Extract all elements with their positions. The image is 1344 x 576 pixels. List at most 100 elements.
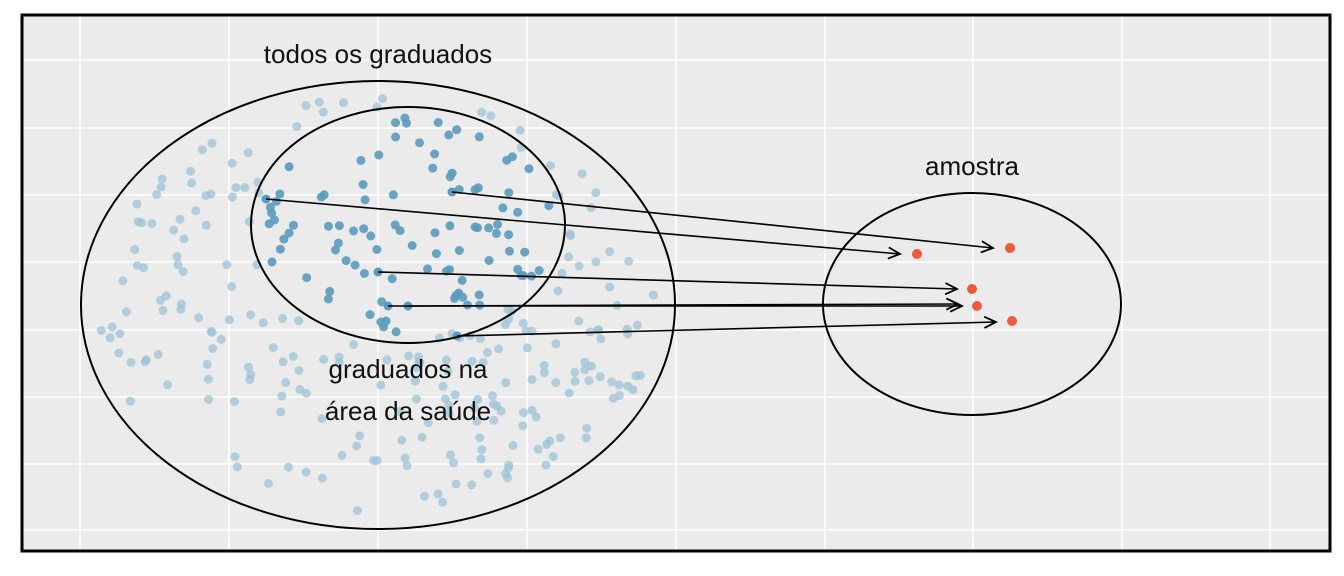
subgroup-label-line2: área da saúde: [325, 396, 491, 426]
population-point: [118, 276, 128, 286]
population-point: [295, 384, 305, 394]
subgroup-point: [359, 269, 369, 278]
subgroup-point: [498, 203, 508, 213]
population-point: [281, 378, 291, 387]
population-point: [207, 138, 217, 148]
subgroup-point: [265, 202, 275, 212]
population-point: [467, 480, 477, 490]
population-point: [317, 473, 327, 483]
population-point: [268, 343, 278, 352]
population-point: [483, 469, 493, 479]
population-point: [204, 395, 214, 404]
arrow-shaft: [377, 271, 958, 290]
population-point: [203, 374, 213, 384]
population-point: [518, 318, 528, 328]
subgroup-point: [331, 245, 340, 255]
subgroup-point: [323, 294, 333, 304]
population-point: [115, 329, 125, 339]
population-point: [411, 394, 421, 404]
subgroup-label-line1: graduados na: [328, 354, 488, 384]
population-point: [292, 122, 302, 132]
population-point: [334, 352, 344, 362]
population-point: [201, 220, 211, 230]
population-point: [476, 454, 486, 464]
population-point: [206, 327, 216, 336]
subgroup-point: [279, 234, 289, 244]
population-point: [591, 188, 601, 198]
population-point: [478, 358, 488, 368]
population-point: [294, 316, 304, 326]
sample-point: [1005, 243, 1015, 253]
population-point: [635, 370, 645, 380]
subgroup-point: [275, 189, 285, 199]
subgroup-point: [284, 162, 294, 172]
subgroup-point: [445, 221, 455, 231]
sample-point: [912, 249, 922, 259]
population-point: [133, 217, 143, 227]
subgroup-point: [387, 274, 397, 284]
population-point: [508, 440, 518, 450]
subgroup-point: [372, 245, 382, 254]
subgroup-point: [430, 228, 440, 238]
population-point: [488, 399, 498, 409]
subgroup-point: [458, 292, 468, 302]
population-point: [489, 415, 499, 425]
population-point: [444, 408, 454, 418]
subgroup-point: [349, 226, 358, 236]
population-point: [557, 268, 567, 278]
population-point: [178, 267, 188, 276]
subgroup-point: [390, 220, 400, 230]
population-point: [352, 441, 362, 451]
population-point: [96, 325, 106, 335]
population-point: [541, 460, 551, 470]
population-point: [587, 361, 596, 371]
subgroup-point: [324, 221, 333, 231]
population-point: [244, 362, 253, 372]
subgroup-point: [402, 118, 411, 128]
sampling-arrows: [265, 191, 999, 337]
population-point: [230, 397, 239, 406]
population-point: [441, 394, 450, 404]
population-point: [172, 252, 182, 261]
subgroup-point: [445, 172, 455, 182]
subgroup-point: [388, 190, 398, 200]
subgroup-point: [271, 196, 281, 206]
population-point: [278, 357, 288, 367]
subgroup-point: [520, 247, 530, 257]
subgroup-point: [358, 180, 368, 189]
subgroup-point: [457, 275, 467, 285]
population-point: [486, 111, 496, 121]
population-point: [125, 396, 135, 406]
population-point: [501, 378, 511, 388]
population-point: [173, 260, 183, 270]
population-point: [130, 245, 140, 255]
population-point: [339, 98, 348, 108]
population-point: [378, 94, 387, 104]
population-point: [301, 467, 311, 477]
sample-point: [1007, 316, 1017, 326]
population-point: [319, 354, 329, 364]
subgroup-point: [284, 228, 294, 238]
sample-point: [967, 284, 977, 294]
population-point: [417, 432, 427, 442]
population-point: [591, 257, 601, 267]
subgroup-point: [474, 290, 484, 300]
arrow-head: [945, 297, 961, 311]
population-point: [318, 107, 328, 117]
population-point: [438, 497, 448, 507]
population-point: [446, 450, 455, 460]
population-point: [487, 391, 497, 401]
population-point: [500, 320, 510, 330]
population-point: [230, 452, 240, 462]
subgroup-point: [289, 220, 298, 230]
population-point: [317, 414, 327, 424]
population-point: [369, 456, 379, 466]
population-point: [605, 282, 615, 292]
population-point: [577, 169, 587, 179]
population-point: [294, 366, 304, 375]
population-point: [551, 339, 561, 349]
population-point: [353, 506, 362, 516]
population-point: [539, 360, 549, 370]
population-point: [176, 299, 186, 309]
